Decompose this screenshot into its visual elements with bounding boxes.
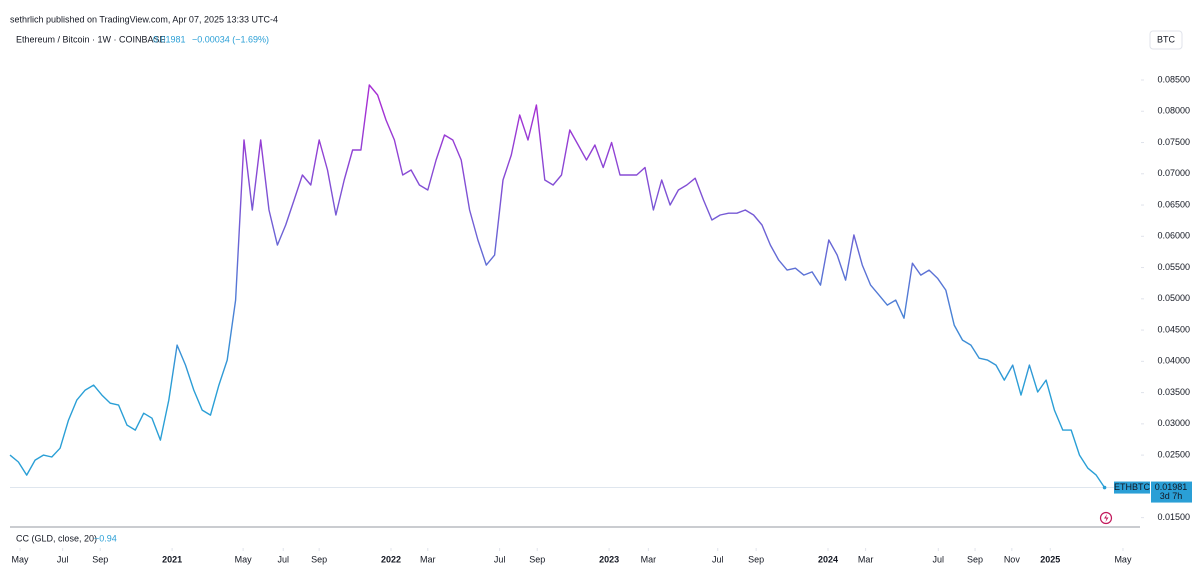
x-tick-label: Mar <box>641 554 657 564</box>
y-tick-label: 0.06000 <box>1157 231 1190 241</box>
symbol: Ethereum / Bitcoin · 1W · COINBASE <box>16 34 166 44</box>
price-line <box>9 84 1106 488</box>
x-tick-label: Sep <box>967 554 983 564</box>
change: −0.00034 (−1.69%) <box>192 34 269 44</box>
x-tick-label: 2021 <box>162 554 182 564</box>
x-tick-label: 2025 <box>1040 554 1060 564</box>
x-tick-label: May <box>1114 554 1132 564</box>
price: 0.01981 <box>153 34 186 44</box>
currency[interactable]: BTC <box>1157 34 1176 44</box>
y-tick-label: 0.05500 <box>1157 262 1190 272</box>
x-tick-label: Jul <box>57 554 69 564</box>
y-tick-label: 0.06500 <box>1157 199 1190 209</box>
currency-box[interactable] <box>1149 30 1183 50</box>
price-box <box>1151 481 1192 503</box>
x-tick-label: May <box>12 554 30 564</box>
x-tick-label: 2022 <box>381 554 401 564</box>
x-tick-label: Nov <box>1004 554 1021 564</box>
last-point <box>1102 485 1107 490</box>
x-tick-label: Jul <box>933 554 945 564</box>
y-tick-label: 0.01500 <box>1157 512 1190 522</box>
x-tick-label: Sep <box>748 554 764 564</box>
y-tick-label: 0.07500 <box>1157 137 1190 147</box>
x-tick-label: Jul <box>277 554 289 564</box>
x-tick-label: Mar <box>420 554 436 564</box>
tag-name: ETHBTC <box>1114 482 1151 492</box>
y-tick-label: 0.03000 <box>1157 418 1190 428</box>
price-label: 0.01981 <box>1155 482 1188 492</box>
x-tick-label: Sep <box>311 554 327 564</box>
x-tick-label: Jul <box>494 554 506 564</box>
byline: sethrlich published on TradingView.com, … <box>10 14 278 24</box>
indicator-name: CC (GLD, close, 20) <box>16 533 97 543</box>
y-tick-label: 0.04500 <box>1157 324 1190 334</box>
x-tick-label: Mar <box>858 554 874 564</box>
y-tick-label: 0.04000 <box>1157 356 1190 366</box>
y-tick-label: 0.08500 <box>1157 74 1190 84</box>
x-tick-label: 2024 <box>818 554 838 564</box>
y-tick-label: 0.08000 <box>1157 106 1190 116</box>
tag-box <box>1114 481 1150 494</box>
x-tick-label: Sep <box>529 554 545 564</box>
alert-bolt <box>1104 514 1109 522</box>
y-tick-label: 0.07000 <box>1157 168 1190 178</box>
indicator-value: −0.94 <box>94 533 117 543</box>
x-tick-label: May <box>235 554 253 564</box>
y-tick-label: 0.05000 <box>1157 293 1190 303</box>
x-tick-label: 2023 <box>599 554 619 564</box>
y-tick-label: 0.03500 <box>1157 387 1190 397</box>
countdown: 3d 7h <box>1160 491 1183 501</box>
x-tick-label: Sep <box>92 554 108 564</box>
y-tick-label: 0.02500 <box>1157 449 1190 459</box>
x-tick-label: Jul <box>712 554 724 564</box>
